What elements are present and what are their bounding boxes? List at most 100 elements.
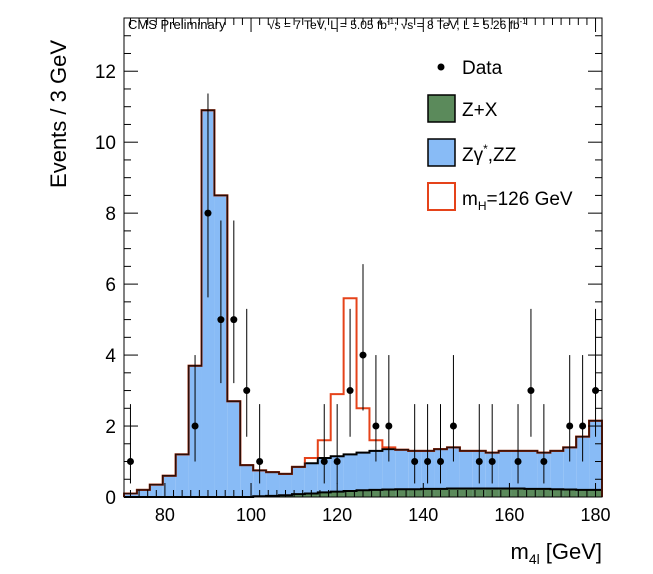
- x-axis-unit: [GeV]: [546, 539, 602, 564]
- y-tick-label: 6: [105, 275, 116, 296]
- data-point: [243, 387, 251, 395]
- data-points: [126, 93, 600, 484]
- x-tick-label: 160: [494, 505, 524, 525]
- bar-zx-bin: [317, 492, 331, 497]
- axis-titles: Events / 3 GeV m4l [GeV]: [46, 40, 602, 567]
- y-tick-label: 10: [95, 133, 116, 154]
- data-point: [320, 458, 328, 466]
- data-point: [256, 458, 264, 466]
- data-point: [566, 422, 574, 430]
- bar-zz-bin: [227, 401, 241, 497]
- legend-label-zx: Z+X: [462, 100, 498, 121]
- legend-label-data: Data: [462, 58, 503, 79]
- bar-zz-bin: [446, 447, 460, 497]
- data-point: [230, 316, 238, 324]
- bar-zz-bin: [589, 420, 602, 497]
- chart-header: CMS Preliminary √s = 7 TeV, L = 5.05 fb-…: [128, 17, 527, 32]
- bar-zx-bin: [395, 489, 409, 497]
- y-tick-label: 8: [105, 204, 116, 225]
- data-point: [449, 422, 457, 430]
- data-point: [488, 458, 496, 466]
- legend-marker-data: [437, 63, 445, 71]
- bar-zx-bin: [421, 488, 435, 497]
- data-point: [385, 422, 393, 430]
- legend: Data Z+X Zγ*,ZZ mH=126 GeV: [427, 58, 573, 213]
- x-axis-subscript: 4l: [529, 551, 540, 567]
- x-axis-symbol: m: [511, 539, 529, 564]
- bar-zz-bin: [563, 447, 577, 497]
- data-point: [514, 458, 522, 466]
- legend-entry-higgs: mH=126 GeV: [427, 182, 573, 213]
- y-tick-label: 0: [105, 488, 116, 509]
- bar-zz-bin: [524, 450, 538, 497]
- experiment-label: CMS Preliminary: [128, 17, 226, 32]
- x-tick-label: 180: [581, 505, 611, 525]
- y-tick-label: 12: [95, 62, 116, 83]
- legend-swatch-zx: [427, 94, 456, 123]
- data-point: [527, 387, 535, 395]
- lumi-7tev: √s = 7 TeV, L = 5.05 fb: [268, 18, 387, 32]
- data-point: [411, 458, 419, 466]
- y-axis-title: Events / 3 GeV: [46, 40, 71, 188]
- bar-zx-bin: [498, 488, 512, 497]
- bar-zx-bin: [524, 488, 538, 497]
- legend-label-higgs: mH=126 GeV: [462, 189, 573, 213]
- data-point: [191, 422, 199, 430]
- legend-swatch-zz: [427, 138, 456, 167]
- bar-zz-bin: [253, 470, 267, 497]
- legend-label-zz: Zγ*,ZZ: [462, 142, 517, 166]
- bar-zz-bin: [382, 449, 396, 497]
- data-point: [372, 422, 380, 430]
- bar-zz-bin: [343, 454, 357, 497]
- bar-zz-bin: [136, 489, 150, 497]
- bar-zz-bin: [279, 473, 292, 497]
- bar-zx-bin: [472, 488, 486, 497]
- bar-zx-bin: [446, 488, 460, 497]
- legend-swatch-higgs: [427, 182, 456, 211]
- bar-zx-bin: [576, 489, 590, 497]
- legend-entry-zz: Zγ*,ZZ: [427, 138, 517, 167]
- bar-zz-bin: [291, 466, 305, 497]
- data-point: [359, 351, 367, 359]
- data-point: [579, 422, 587, 430]
- data-point: [437, 458, 445, 466]
- bar-zz-bin: [498, 450, 512, 497]
- bar-zz-bin: [395, 449, 409, 497]
- y-tick-label: 4: [105, 346, 116, 367]
- data-point: [346, 387, 354, 395]
- bar-zz-bin: [576, 436, 590, 497]
- legend-entry-data: Data: [437, 58, 503, 79]
- bar-zz-bin: [550, 450, 564, 497]
- lumi-8tev: ; √s = 8 TeV, L = 5.26 fb: [394, 18, 520, 32]
- bar-zz-bin: [162, 475, 176, 497]
- data-point: [217, 316, 225, 324]
- data-point: [333, 458, 341, 466]
- x-tick-label: 120: [322, 505, 352, 525]
- axes: 80 100 120 140 160 180 0 2 4 6 8 10 12: [95, 17, 611, 525]
- lumi-8tev-exponent: -1: [520, 17, 528, 26]
- x-tick-label: 80: [155, 505, 175, 525]
- bar-zz-bin: [175, 454, 189, 497]
- bar-zz-bin: [304, 463, 318, 497]
- bar-zz-bin: [459, 450, 473, 497]
- data-point: [540, 458, 548, 466]
- bar-zx-bin: [343, 490, 357, 497]
- data-point: [204, 209, 212, 217]
- background-total-outline: [123, 109, 603, 497]
- data-point: [475, 458, 483, 466]
- legend-entry-zx: Z+X: [427, 94, 498, 123]
- x-tick-label: 100: [236, 505, 266, 525]
- lumi-7tev-exponent: -1: [387, 17, 395, 26]
- bar-zz-bin: [369, 450, 383, 497]
- x-axis-title: m4l [GeV]: [511, 539, 602, 567]
- signal-histogram: [123, 109, 603, 497]
- data-point: [424, 458, 432, 466]
- bar-zx-bin: [369, 489, 383, 497]
- bar-zz-bin: [240, 465, 254, 497]
- x-tick-label: 140: [408, 505, 438, 525]
- bar-zx-bin: [550, 489, 564, 497]
- bar-zx-bin: [291, 494, 305, 497]
- bar-zz-bin: [356, 452, 370, 497]
- luminosity-label: √s = 7 TeV, L = 5.05 fb-1; √s = 8 TeV, L…: [268, 17, 527, 32]
